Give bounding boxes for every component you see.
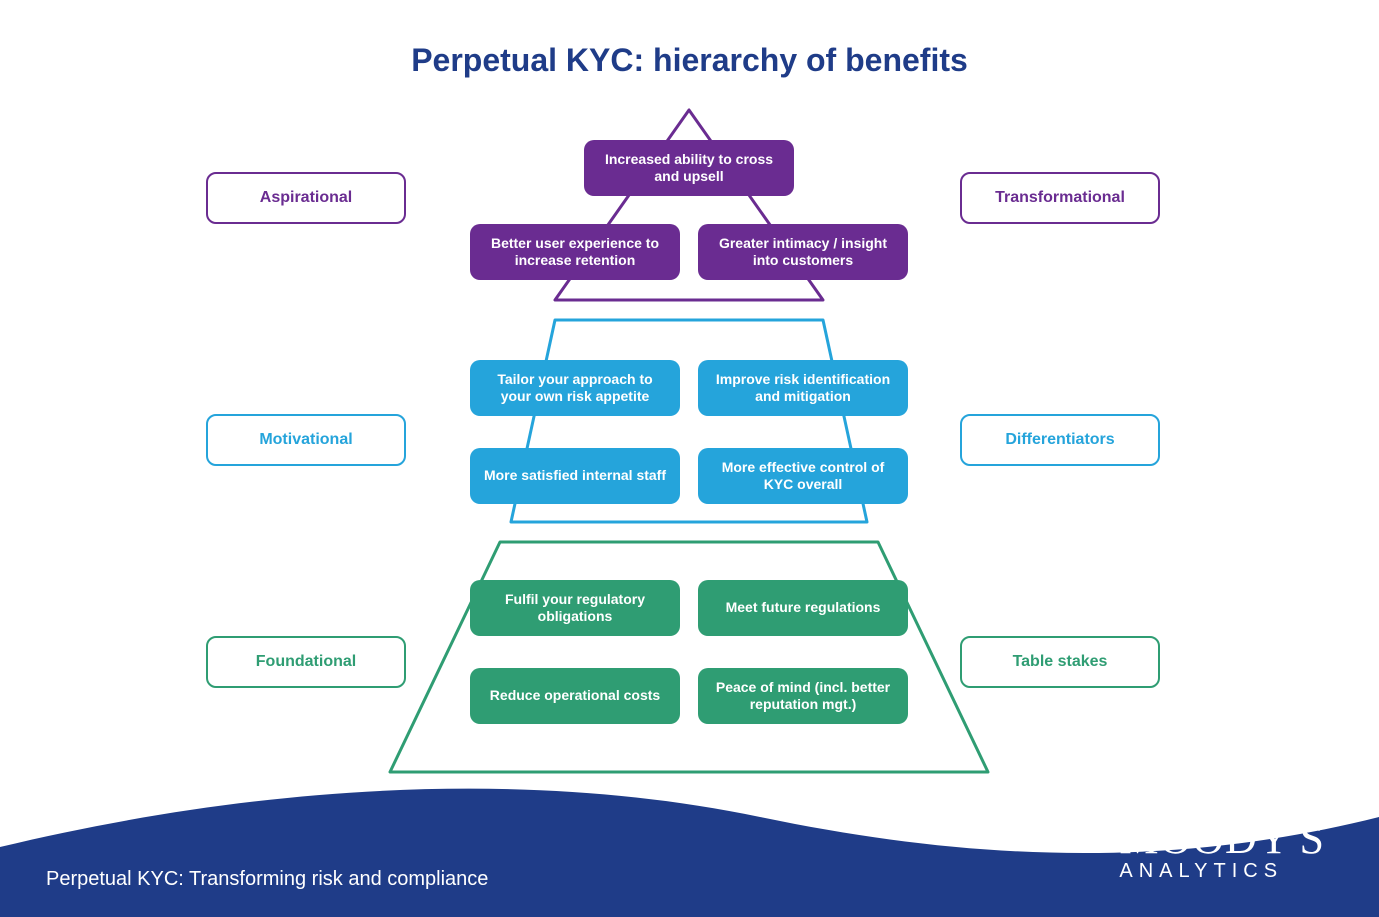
benefit-mid-0: Tailor your approach to your own risk ap… (470, 360, 680, 416)
footer-caption: Perpetual KYC: Transforming risk and com… (46, 868, 488, 891)
benefit-bot-1: Meet future regulations (698, 580, 908, 636)
benefit-mid-3: More effective control of KYC overall (698, 448, 908, 504)
badge-left-top: Aspirational (206, 172, 406, 224)
badge-right-top: Transformational (960, 172, 1160, 224)
benefit-top-0: Increased ability to cross and upsell (584, 140, 794, 196)
tier-outline-bot (390, 542, 988, 772)
benefit-top-1: Better user experience to increase reten… (470, 224, 680, 280)
benefit-bot-2: Reduce operational costs (470, 668, 680, 724)
brand-logo: MOODY'S ANALYTICS (1119, 813, 1325, 883)
badge-left-bot: Foundational (206, 636, 406, 688)
badge-right-mid: Differentiators (960, 414, 1160, 466)
badge-right-bot: Table stakes (960, 636, 1160, 688)
benefit-bot-3: Peace of mind (incl. better reputation m… (698, 668, 908, 724)
benefit-top-2: Greater intimacy / insight into customer… (698, 224, 908, 280)
benefit-mid-1: Improve risk identification and mitigati… (698, 360, 908, 416)
stage: Perpetual KYC: hierarchy of benefits Per… (0, 0, 1379, 917)
benefit-bot-0: Fulfil your regulatory obligations (470, 580, 680, 636)
benefit-mid-2: More satisfied internal staff (470, 448, 680, 504)
badge-left-mid: Motivational (206, 414, 406, 466)
brand-top: MOODY'S (1119, 813, 1325, 864)
